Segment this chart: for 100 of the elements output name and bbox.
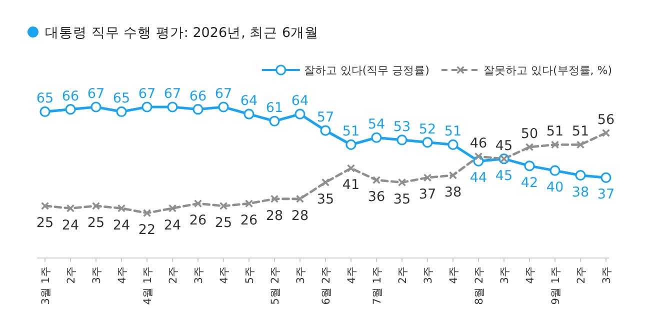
x-tick-label: 2주 — [397, 266, 409, 284]
point — [396, 134, 408, 146]
data-label: 42 — [520, 174, 538, 191]
x-tick-label: 3주 — [193, 266, 205, 284]
data-label: 51 — [444, 124, 462, 140]
x-tick-label: 3주 — [499, 266, 511, 284]
data-label: 40 — [546, 180, 564, 196]
data-label: 61 — [266, 100, 284, 116]
x-tick-label: 7월 1주 — [372, 266, 384, 305]
data-label: 52 — [418, 121, 436, 138]
data-label: 37 — [597, 186, 615, 203]
data-label: 35 — [393, 191, 411, 208]
x-tick-label: 6월 2주 — [320, 266, 332, 305]
data-label: 64 — [291, 93, 309, 110]
legend-label: 잘하고 있다(직무 긍정률) — [304, 64, 430, 77]
point — [40, 106, 50, 118]
point — [524, 160, 535, 172]
x-tick-label: 2주 — [576, 266, 588, 284]
x-tick-label: 4주 — [218, 266, 230, 284]
data-label: 22 — [138, 222, 156, 238]
point — [219, 202, 228, 210]
data-label: 67 — [164, 86, 182, 102]
point — [117, 204, 126, 212]
x-tick-label: 3주 — [422, 266, 434, 284]
data-label: 24 — [112, 217, 130, 234]
data-label: 25 — [214, 214, 232, 231]
data-label: 53 — [393, 118, 411, 135]
x-tick-label: 4주 — [524, 266, 536, 284]
data-label: 66 — [189, 88, 207, 104]
point — [167, 102, 178, 112]
point — [448, 139, 458, 150]
point — [194, 199, 202, 208]
data-label: 38 — [444, 184, 462, 200]
data-label: 46 — [470, 135, 488, 152]
data-label: 35 — [316, 191, 334, 208]
x-tick-label: 4주 — [346, 266, 358, 284]
point — [294, 108, 306, 120]
point — [550, 140, 560, 149]
x-tick-label: 3월 1주 — [40, 266, 52, 305]
x-tick-label: 5월 2주 — [270, 266, 282, 305]
point — [92, 202, 100, 210]
x-tick-label: 5주 — [244, 266, 256, 284]
x-tick-label: 4주 — [448, 266, 460, 284]
data-label: 50 — [520, 126, 538, 142]
point — [575, 170, 586, 181]
point — [600, 172, 612, 183]
point — [168, 204, 177, 212]
data-label: 67 — [87, 86, 105, 102]
data-label: 65 — [36, 90, 54, 107]
x-tick-label: 3주 — [91, 266, 103, 284]
data-label: 51 — [546, 124, 564, 140]
data-label: 64 — [240, 93, 258, 110]
chart-title: 대통령 직무 수행 평가: 2026년, 최근 6개월 — [45, 25, 319, 41]
data-label: 67 — [214, 86, 232, 102]
data-label: 36 — [368, 189, 386, 206]
x-tick-label: 9월 1주 — [550, 266, 562, 305]
x-tick-label: 2주 — [66, 266, 78, 284]
data-label: 38 — [572, 184, 590, 200]
point — [346, 139, 356, 150]
data-label: 26 — [240, 212, 258, 229]
point — [320, 125, 331, 136]
data-label: 26 — [189, 212, 207, 229]
x-tick-label: 8월 2주 — [474, 266, 486, 305]
x-tick-label: 3주 — [601, 266, 613, 284]
point — [602, 128, 610, 138]
data-label: 25 — [36, 214, 54, 231]
point — [448, 171, 458, 180]
data-label: 54 — [368, 116, 386, 133]
point — [525, 142, 534, 152]
data-label: 44 — [470, 170, 488, 186]
data-label: 37 — [418, 186, 436, 203]
point — [192, 104, 204, 115]
point — [270, 194, 279, 203]
data-label: 65 — [112, 90, 130, 107]
data-label: 51 — [572, 124, 590, 140]
data-label: 24 — [164, 217, 182, 234]
point — [66, 204, 75, 212]
point — [423, 174, 432, 182]
point — [40, 202, 50, 210]
point — [244, 108, 254, 120]
data-label: 66 — [62, 88, 80, 104]
legend-label: 잘못하고 있다(부정률, %) — [483, 64, 612, 77]
point — [372, 176, 381, 184]
point — [142, 102, 152, 112]
point — [321, 178, 330, 186]
point — [90, 102, 102, 112]
x-tick-label: 4주 — [116, 266, 128, 284]
point — [269, 116, 280, 126]
point — [218, 102, 229, 112]
data-label: 67 — [138, 86, 156, 102]
data-label: 28 — [266, 208, 284, 224]
data-label: 45 — [495, 138, 513, 154]
x-tick-label: 4월 1주 — [142, 266, 154, 305]
data-label: 25 — [87, 214, 105, 231]
point — [116, 106, 127, 118]
point — [346, 164, 356, 172]
point — [474, 152, 483, 161]
data-label: 41 — [342, 177, 360, 194]
data-label: 28 — [291, 208, 309, 224]
data-label: 51 — [342, 124, 360, 140]
